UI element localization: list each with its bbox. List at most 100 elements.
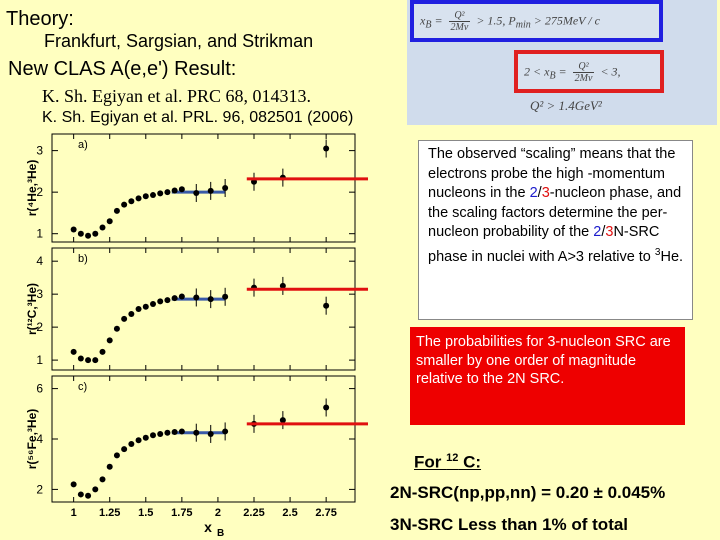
data-point — [92, 486, 99, 493]
panel-frame — [51, 247, 356, 371]
data-point — [171, 295, 178, 302]
data-point — [128, 441, 135, 448]
y-axis-label: r(¹²C,³He) — [25, 283, 39, 335]
x-tick-label: 2.5 — [282, 507, 297, 519]
data-point — [92, 357, 99, 364]
y-tick-label: 2 — [36, 185, 43, 199]
data-point — [99, 348, 106, 355]
data-point — [171, 187, 178, 194]
data-point — [70, 226, 77, 233]
data-point — [279, 282, 286, 289]
kinematic-cut-formula-2: 2 < xB = Q² 2Mν < 3, — [524, 61, 621, 84]
data-point — [99, 476, 106, 483]
data-point — [121, 315, 128, 322]
data-point — [99, 224, 106, 231]
data-point — [178, 293, 185, 300]
data-point — [279, 417, 286, 424]
data-point — [323, 404, 330, 411]
data-point — [157, 190, 164, 197]
data-point — [207, 187, 214, 194]
theory-heading: Theory: — [6, 8, 74, 30]
data-point — [178, 186, 185, 193]
data-point — [164, 189, 171, 196]
data-point — [85, 357, 92, 364]
data-point — [106, 463, 113, 470]
data-point — [92, 230, 99, 237]
data-point — [106, 337, 113, 344]
y-tick-label: 2 — [36, 482, 43, 496]
data-point — [135, 437, 142, 444]
carbon-result-label: For 12 C: — [414, 452, 482, 472]
y-tick-label: 6 — [36, 382, 43, 396]
data-point — [193, 294, 200, 301]
data-point — [113, 325, 120, 332]
data-point — [207, 430, 214, 437]
data-point — [85, 492, 92, 499]
x-tick-label: 1.75 — [171, 507, 192, 519]
data-point — [70, 481, 77, 488]
y-tick-label: 4 — [36, 432, 43, 446]
data-point — [171, 428, 178, 435]
data-point — [193, 189, 200, 196]
data-point — [222, 185, 229, 191]
data-point — [157, 430, 164, 437]
x-tick-label: 2.75 — [315, 507, 336, 519]
y-tick-label: 3 — [36, 144, 43, 158]
data-point — [222, 428, 229, 435]
x-tick-label: 2.25 — [243, 507, 264, 519]
data-point — [193, 429, 200, 436]
y-axis-label: r(⁵⁶Fe,³He) — [25, 409, 39, 470]
clas-result-heading: New CLAS A(e,e') Result: — [8, 58, 237, 80]
x-axis-label-subscript: B — [217, 528, 224, 539]
data-point — [150, 432, 156, 439]
y-tick-label: 1 — [36, 227, 43, 241]
reference-prl: K. Sh. Egiyan et al. PRL. 96, 082501 (20… — [42, 109, 354, 126]
data-point — [121, 201, 128, 208]
data-point — [106, 218, 113, 225]
theory-authors: Frankfurt, Sargsian, and Strikman — [44, 31, 314, 51]
panel-frame — [51, 375, 356, 503]
data-point — [150, 301, 156, 308]
data-point — [164, 297, 171, 304]
data-point — [70, 348, 77, 355]
kinematic-cut-box-red — [514, 50, 664, 93]
data-point — [135, 306, 142, 312]
data-point — [142, 434, 149, 441]
data-point — [178, 428, 185, 435]
data-point — [222, 293, 229, 300]
panel-label: c) — [78, 381, 87, 393]
x-tick-label: 1 — [71, 507, 77, 519]
x-tick-label: 1.5 — [138, 507, 153, 519]
data-point — [77, 491, 84, 498]
x-tick-label: 2 — [215, 507, 221, 519]
panel-label: a) — [78, 139, 88, 151]
panel-frame — [51, 133, 356, 243]
two-nucleon-src-result: 2N-SRC(np,pp,nn) = 0.20 ± 0.045% — [390, 483, 666, 502]
data-point — [207, 296, 214, 303]
data-point — [113, 452, 120, 459]
data-point — [128, 198, 135, 205]
data-point — [135, 195, 142, 202]
panel-label: b) — [78, 253, 88, 265]
y-tick-label: 4 — [36, 254, 43, 268]
data-point — [323, 302, 330, 309]
data-point — [157, 298, 164, 305]
reference-prc: K. Sh. Egiyan et al. PRC 68, 014313. — [42, 86, 311, 106]
data-point — [142, 303, 149, 310]
data-point — [142, 193, 149, 200]
data-point — [77, 355, 84, 362]
y-axis-label: r(⁴He,³He) — [25, 160, 39, 217]
data-point — [128, 310, 135, 317]
data-point — [77, 230, 84, 237]
data-point — [150, 192, 156, 199]
y-tick-label: 1 — [36, 353, 43, 367]
x-axis-label: x — [204, 519, 212, 535]
data-point — [164, 429, 171, 436]
y-tick-label: 2 — [36, 320, 43, 334]
data-point — [113, 207, 120, 214]
data-point — [323, 145, 330, 152]
probability-note-box: The probabilities for 3-nucleon SRC are … — [410, 327, 685, 425]
scaling-explanation-box: The observed “scaling” means that the el… — [418, 140, 693, 320]
kinematic-cut-formula-1: xB = Q² 2Mν > 1.5, Pmin > 275MeV / c — [420, 10, 600, 33]
